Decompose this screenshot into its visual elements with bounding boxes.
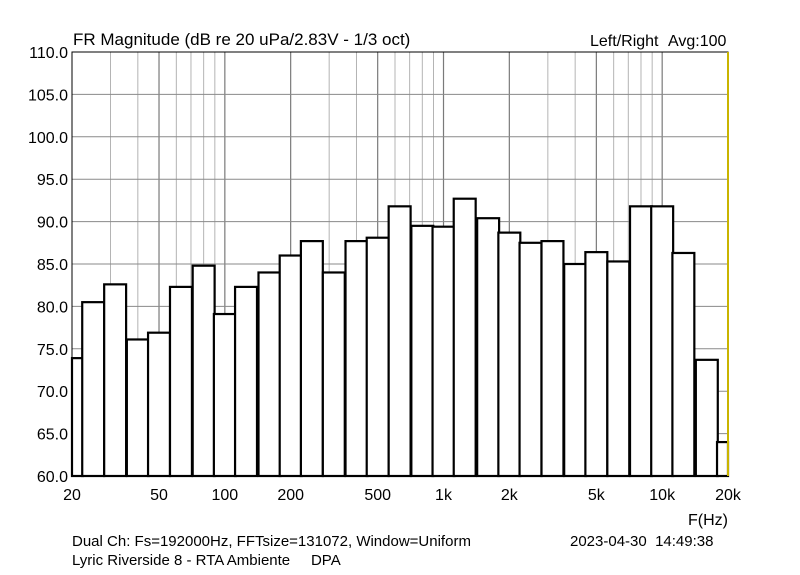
bar xyxy=(278,254,303,478)
footer-description: Lyric Riverside 8 - RTA Ambiente DPA xyxy=(72,552,341,569)
bar xyxy=(233,285,259,478)
bar xyxy=(540,240,565,478)
y-tick-label: 90.0 xyxy=(37,215,68,232)
y-tick-labels: 60.0 65.0 70.0 75.0 80.0 85.0 90.0 95.0 100.0 105… xyxy=(28,45,68,486)
y-tick-label: 85.0 xyxy=(37,257,68,274)
x-tick-label: 20 xyxy=(63,487,81,504)
x-tick-label: 500 xyxy=(364,487,391,504)
bar xyxy=(563,262,588,478)
bar xyxy=(387,205,412,478)
x-tick-label: 1k xyxy=(435,487,453,504)
bar xyxy=(476,217,501,478)
bar xyxy=(299,240,324,478)
y-tick-label: 70.0 xyxy=(37,384,68,401)
x-tick-label: 5k xyxy=(588,487,606,504)
y-tick-label: 60.0 xyxy=(37,469,68,486)
chart-title: FR Magnitude (dB re 20 uPa/2.83V - 1/3 o… xyxy=(73,30,410,49)
x-tick-label: 100 xyxy=(211,487,238,504)
bar xyxy=(168,285,194,478)
bar xyxy=(103,283,128,478)
bar xyxy=(650,205,675,478)
channel-label: Left/Right xyxy=(590,33,659,50)
y-tick-label: 75.0 xyxy=(37,342,68,359)
bar xyxy=(146,331,172,478)
bar xyxy=(584,251,609,478)
x-tick-label: 20k xyxy=(715,487,742,504)
x-tick-label: 10k xyxy=(649,487,676,504)
y-tick-label: 100.0 xyxy=(28,130,68,147)
y-tick-label: 110.0 xyxy=(29,45,68,62)
bar xyxy=(81,301,106,478)
x-tick-label: 50 xyxy=(150,487,168,504)
bar xyxy=(257,271,282,478)
avg-label: Avg:100 xyxy=(668,33,727,50)
bar-series xyxy=(70,197,730,478)
footer-timestamp: 2023-04-30 14:49:38 xyxy=(570,533,714,550)
bar xyxy=(694,358,719,478)
bar xyxy=(212,312,237,478)
bar xyxy=(452,197,477,478)
y-tick-label: 65.0 xyxy=(37,427,68,444)
bar xyxy=(321,271,346,478)
bar xyxy=(365,236,390,478)
bar xyxy=(125,338,150,478)
y-tick-label: 105.0 xyxy=(28,87,68,104)
x-tick-labels: 20 50 100 200 500 1k 2k 5k 10k 20k xyxy=(63,487,742,504)
bar xyxy=(606,260,631,478)
bar xyxy=(431,225,456,478)
bar xyxy=(410,224,435,478)
x-tick-label: 200 xyxy=(277,487,304,504)
bar xyxy=(518,241,543,478)
bar xyxy=(191,264,216,478)
y-tick-label: 95.0 xyxy=(37,172,68,189)
y-tick-label: 80.0 xyxy=(37,299,68,316)
bar xyxy=(628,205,654,478)
x-axis-label: F(Hz) xyxy=(688,512,728,529)
bar xyxy=(344,240,369,478)
bar xyxy=(671,251,696,478)
bar xyxy=(715,440,730,478)
x-tick-label: 2k xyxy=(501,487,519,504)
footer-settings: Dual Ch: Fs=192000Hz, FFTsize=131072, Wi… xyxy=(72,533,471,550)
bar xyxy=(497,231,522,478)
